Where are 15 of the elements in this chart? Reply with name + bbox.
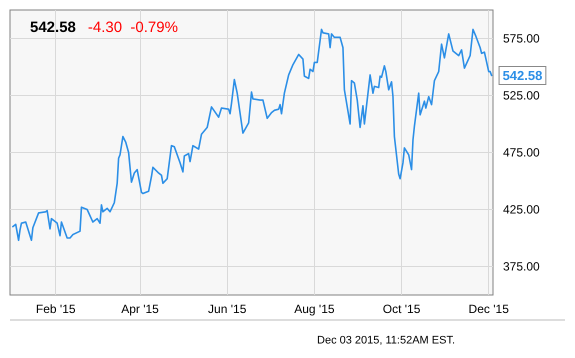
y-tick-label: 375.00 <box>503 260 540 274</box>
x-tick-label: Feb '15 <box>36 302 76 316</box>
y-tick-label: 425.00 <box>503 202 540 216</box>
text: Dec 03 2015, 11:52AM EST. <box>317 334 456 346</box>
text: -4.30 -0.79% <box>88 19 178 36</box>
x-tick-label: Oct '15 <box>382 302 421 316</box>
y-tick-label: 575.00 <box>503 32 540 46</box>
data-label: 542.58 <box>502 68 542 83</box>
y-tick-label: 475.00 <box>503 146 540 160</box>
x-tick-label: Dec '15 <box>468 302 510 316</box>
y-tick-label: 525.00 <box>503 88 540 102</box>
x-tick-label: Jun '15 <box>208 302 247 316</box>
text: 542.58 <box>30 19 76 36</box>
x-tick-label: Apr '15 <box>121 302 160 316</box>
x-tick-label: Aug '15 <box>294 302 335 316</box>
